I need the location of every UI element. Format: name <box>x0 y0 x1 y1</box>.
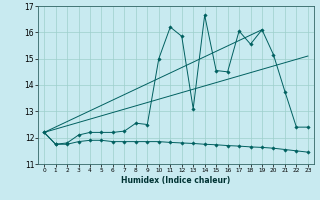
X-axis label: Humidex (Indice chaleur): Humidex (Indice chaleur) <box>121 176 231 185</box>
